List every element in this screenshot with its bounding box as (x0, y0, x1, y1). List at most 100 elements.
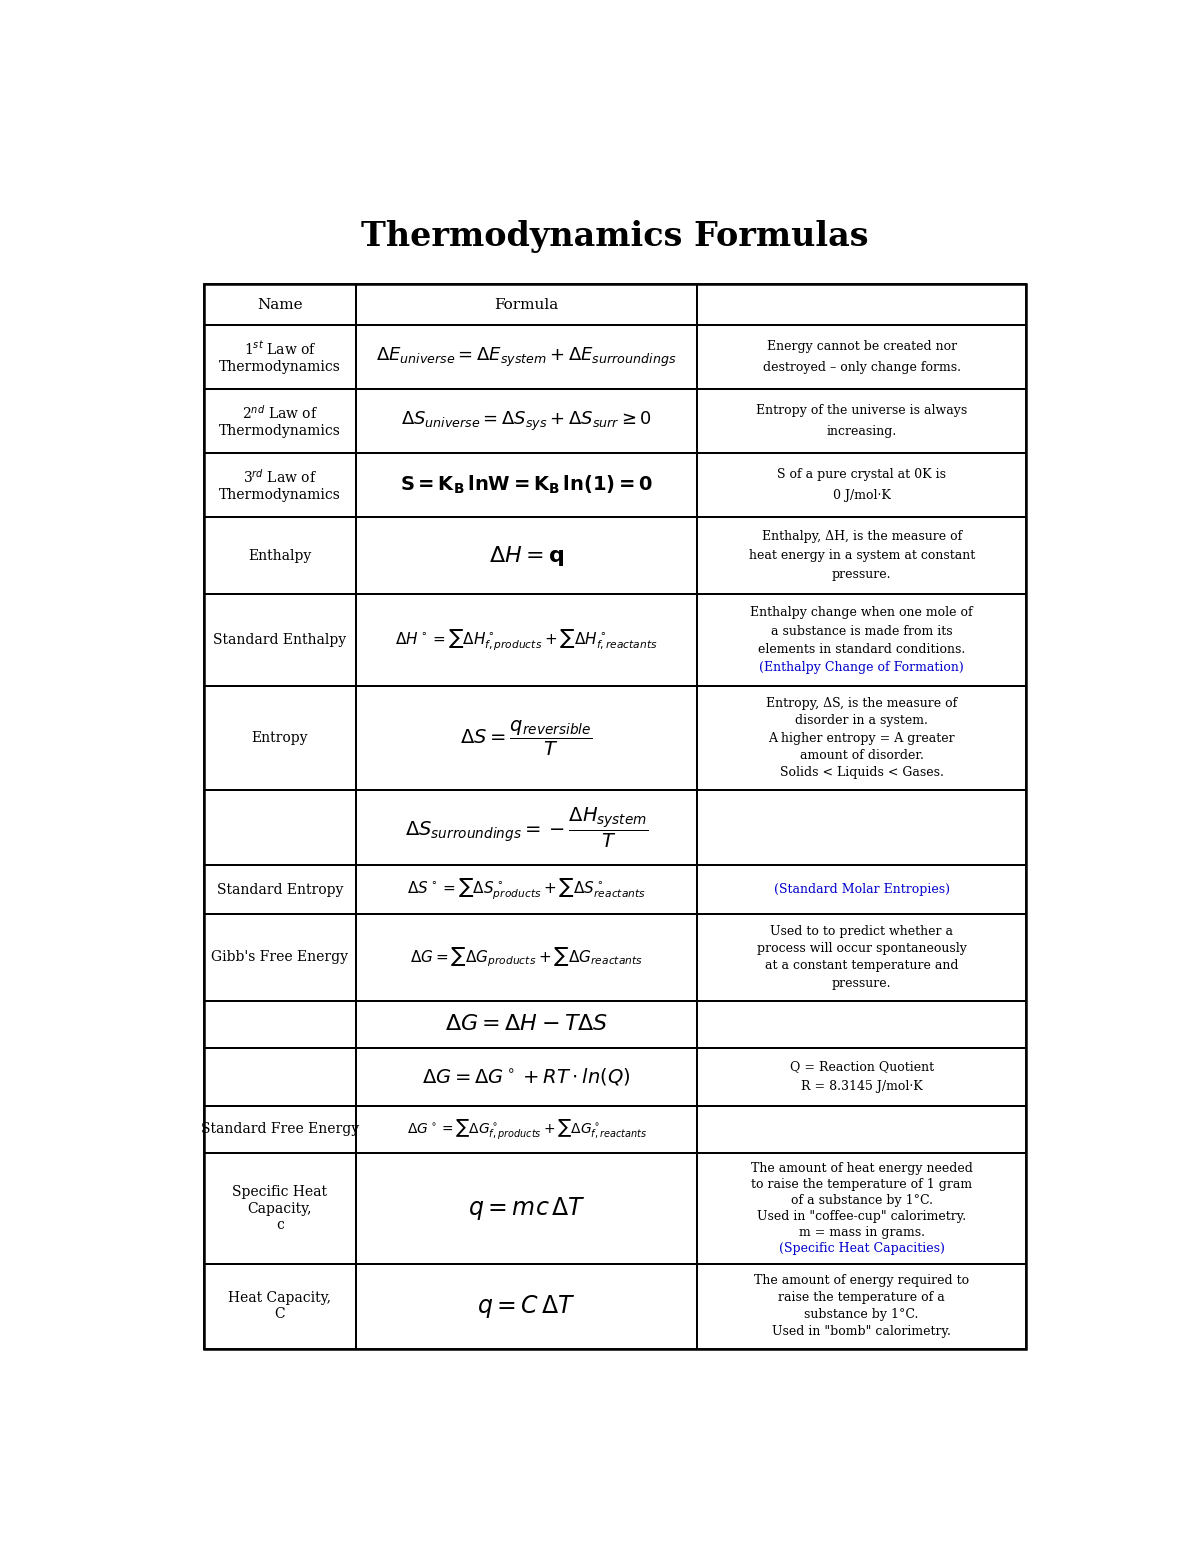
Text: Standard Free Energy: Standard Free Energy (200, 1123, 359, 1137)
Text: $\mathbf{S = K_B\, lnW = K_B\, ln(1) = 0}$: $\mathbf{S = K_B\, lnW = K_B\, ln(1) = 0… (400, 474, 653, 495)
Text: Specific Heat
Capacity,
c: Specific Heat Capacity, c (233, 1185, 328, 1232)
Text: to raise the temperature of 1 gram: to raise the temperature of 1 gram (751, 1179, 972, 1191)
Bar (204, 1106, 356, 1152)
Text: heat energy in a system at constant: heat energy in a system at constant (749, 550, 974, 562)
Text: Entropy of the universe is always: Entropy of the universe is always (756, 404, 967, 416)
Bar (204, 915, 356, 1000)
Bar (697, 790, 1026, 865)
Text: (Enthalpy Change of Formation): (Enthalpy Change of Formation) (760, 662, 964, 674)
Bar (204, 1048, 356, 1106)
Bar (697, 517, 1026, 595)
Text: R = 8.3145 J/mol·K: R = 8.3145 J/mol·K (800, 1079, 923, 1093)
Bar (204, 1000, 356, 1048)
Bar (697, 865, 1026, 915)
Bar (697, 1152, 1026, 1264)
Bar (204, 1152, 356, 1264)
Bar (697, 1106, 1026, 1152)
Text: (Standard Molar Entropies): (Standard Molar Entropies) (774, 884, 949, 896)
Bar (204, 1264, 356, 1348)
Text: a substance is made from its: a substance is made from its (770, 624, 953, 638)
Text: m = mass in grams.: m = mass in grams. (799, 1225, 925, 1239)
Text: at a constant temperature and: at a constant temperature and (764, 960, 959, 972)
Bar (697, 1048, 1026, 1106)
Text: destroyed – only change forms.: destroyed – only change forms. (763, 362, 961, 374)
Bar (356, 1106, 697, 1152)
Text: Used in "coffee-cup" calorimetry.: Used in "coffee-cup" calorimetry. (757, 1210, 966, 1222)
Text: $\Delta H = \mathbf{q}$: $\Delta H = \mathbf{q}$ (488, 544, 564, 567)
Text: S of a pure crystal at 0K is: S of a pure crystal at 0K is (778, 467, 946, 481)
Bar (204, 686, 356, 790)
Bar (356, 517, 697, 595)
Bar (204, 453, 356, 517)
Text: 0 J/mol·K: 0 J/mol·K (833, 489, 890, 502)
Bar (356, 686, 697, 790)
Text: Entropy: Entropy (252, 731, 308, 745)
Text: pressure.: pressure. (832, 977, 892, 989)
Text: Thermodynamics Formulas: Thermodynamics Formulas (361, 221, 869, 253)
Bar (356, 1264, 697, 1348)
Text: $\Delta S = \dfrac{q_{reversible}}{T}$: $\Delta S = \dfrac{q_{reversible}}{T}$ (461, 719, 593, 758)
Bar (356, 325, 697, 390)
Text: Standard Enthalpy: Standard Enthalpy (214, 634, 347, 648)
Text: 2$^{nd}$ Law of
Thermodynamics: 2$^{nd}$ Law of Thermodynamics (220, 404, 341, 438)
Text: Q = Reaction Quotient: Q = Reaction Quotient (790, 1061, 934, 1073)
Text: $\Delta G^\circ = \sum \Delta G^\circ_{f,products} + \sum \Delta G^\circ_{f,reac: $\Delta G^\circ = \sum \Delta G^\circ_{f… (407, 1118, 647, 1141)
Text: substance by 1°C.: substance by 1°C. (804, 1308, 919, 1322)
Text: $\Delta G = \Delta H - T\Delta S$: $\Delta G = \Delta H - T\Delta S$ (445, 1014, 608, 1034)
Text: Enthalpy: Enthalpy (248, 548, 312, 562)
Text: The amount of heat energy needed: The amount of heat energy needed (751, 1162, 972, 1176)
Text: Heat Capacity,
C: Heat Capacity, C (228, 1291, 331, 1322)
Text: Entropy, ΔS, is the measure of: Entropy, ΔS, is the measure of (766, 697, 958, 710)
Text: elements in standard conditions.: elements in standard conditions. (758, 643, 965, 655)
Text: A higher entropy = A greater: A higher entropy = A greater (768, 731, 955, 744)
Text: 1$^{st}$ Law of
Thermodynamics: 1$^{st}$ Law of Thermodynamics (220, 340, 341, 374)
Bar (204, 517, 356, 595)
Bar (697, 686, 1026, 790)
Bar (356, 1000, 697, 1048)
Text: of a substance by 1°C.: of a substance by 1°C. (791, 1194, 932, 1207)
Text: Formula: Formula (494, 298, 559, 312)
Text: Energy cannot be created nor: Energy cannot be created nor (767, 340, 956, 353)
Text: $\Delta E_{universe} = \Delta E_{system} + \Delta E_{surroundings}$: $\Delta E_{universe} = \Delta E_{system}… (377, 345, 677, 368)
Text: $\Delta H^\circ = \sum \Delta H^\circ_{f,products} + \sum \Delta H^\circ_{f,reac: $\Delta H^\circ = \sum \Delta H^\circ_{f… (395, 627, 658, 652)
Text: process will occur spontaneously: process will occur spontaneously (757, 943, 966, 955)
Bar (697, 390, 1026, 453)
Bar (356, 595, 697, 686)
Text: $\Delta G = \sum \Delta G_{products} + \sum \Delta G_{reactants}$: $\Delta G = \sum \Delta G_{products} + \… (410, 946, 643, 969)
Text: $q = C\,\Delta T$: $q = C\,\Delta T$ (478, 1292, 576, 1320)
Bar (356, 453, 697, 517)
Bar (204, 284, 356, 325)
Text: raise the temperature of a: raise the temperature of a (779, 1292, 946, 1305)
Text: (Specific Heat Capacities): (Specific Heat Capacities) (779, 1242, 944, 1255)
Bar (204, 325, 356, 390)
Bar (697, 595, 1026, 686)
Bar (204, 595, 356, 686)
Bar (697, 1000, 1026, 1048)
Text: amount of disorder.: amount of disorder. (799, 749, 924, 763)
Bar (356, 1048, 697, 1106)
Text: $\Delta G = \Delta G^\circ + RT\cdot ln(Q)$: $\Delta G = \Delta G^\circ + RT\cdot ln(… (422, 1067, 631, 1087)
Text: $\Delta S_{universe} = \Delta S_{sys} + \Delta S_{surr} \geq 0$: $\Delta S_{universe} = \Delta S_{sys} + … (401, 410, 652, 433)
Text: Solids < Liquids < Gases.: Solids < Liquids < Gases. (780, 766, 943, 780)
Bar (356, 865, 697, 915)
Text: Name: Name (257, 298, 302, 312)
Text: Enthalpy change when one mole of: Enthalpy change when one mole of (750, 606, 973, 620)
Bar (697, 453, 1026, 517)
Bar (697, 1264, 1026, 1348)
Bar (204, 390, 356, 453)
Bar (356, 915, 697, 1000)
Text: Used in "bomb" calorimetry.: Used in "bomb" calorimetry. (772, 1325, 952, 1339)
Text: Used to to predict whether a: Used to to predict whether a (770, 926, 953, 938)
Bar (204, 790, 356, 865)
Text: $q = mc\,\Delta T$: $q = mc\,\Delta T$ (468, 1194, 586, 1222)
Text: $\Delta S_{surroundings} = -\dfrac{\Delta H_{system}}{T}$: $\Delta S_{surroundings} = -\dfrac{\Delt… (404, 806, 648, 849)
Text: disorder in a system.: disorder in a system. (796, 714, 928, 727)
Text: Gibb's Free Energy: Gibb's Free Energy (211, 950, 348, 964)
Bar (204, 865, 356, 915)
Bar (356, 790, 697, 865)
Text: Enthalpy, ΔH, is the measure of: Enthalpy, ΔH, is the measure of (762, 530, 961, 544)
Text: increasing.: increasing. (827, 426, 896, 438)
Text: pressure.: pressure. (832, 568, 892, 581)
Bar (697, 915, 1026, 1000)
Bar (356, 1152, 697, 1264)
